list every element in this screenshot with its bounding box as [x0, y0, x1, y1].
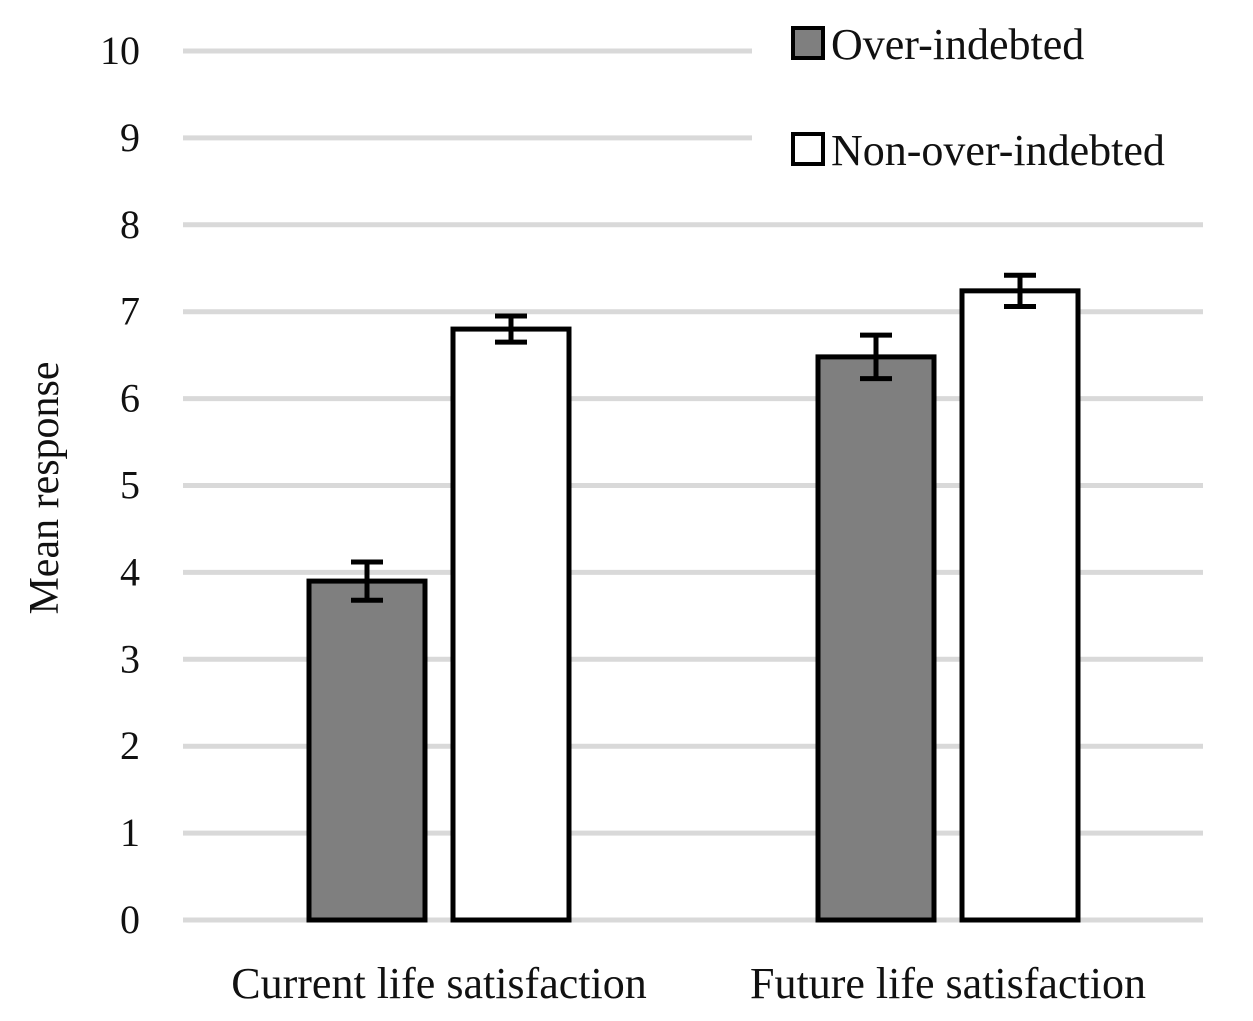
- x-category-label: Current life satisfaction: [231, 959, 646, 1008]
- y-tick-label: 6: [120, 376, 140, 421]
- legend-label: Over-indebted: [831, 20, 1084, 69]
- y-tick-label: 10: [100, 28, 140, 73]
- y-tick-label: 7: [120, 289, 140, 334]
- y-tick-label: 5: [120, 463, 140, 508]
- y-tick-label: 0: [120, 897, 140, 942]
- y-tick-label: 9: [120, 115, 140, 160]
- y-tick-label: 2: [120, 723, 140, 768]
- y-tick-label: 3: [120, 636, 140, 681]
- x-category-label: Future life satisfaction: [750, 959, 1146, 1008]
- over-indebted-bar: [306, 578, 428, 923]
- legend-swatch: [791, 132, 825, 166]
- non-over-indebted-bar: [959, 288, 1081, 923]
- non-over-indebted-bar: [450, 326, 572, 923]
- y-tick-label: 1: [120, 810, 140, 855]
- legend-label: Non-over-indebted: [831, 126, 1165, 175]
- legend-swatch: [791, 26, 825, 60]
- y-tick-label: 8: [120, 202, 140, 247]
- legend: Over-indebted Non-over-indebted: [791, 20, 1165, 175]
- y-axis-title: Mean response: [22, 361, 68, 614]
- y-tick-label: 4: [120, 549, 140, 594]
- over-indebted-bar: [815, 354, 937, 923]
